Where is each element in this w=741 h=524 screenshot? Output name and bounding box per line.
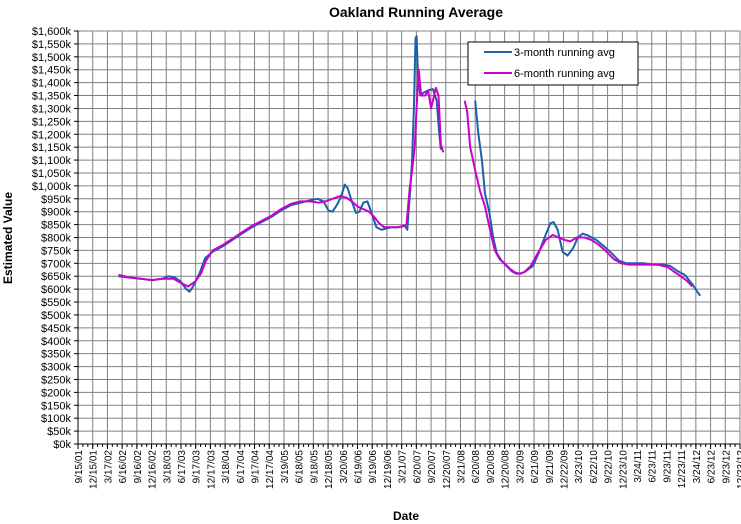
x-tick-label: 9/17/04 [251,450,262,484]
y-tick-label: $500k [41,310,71,322]
y-tick-label: $1,450k [32,65,72,77]
x-tick-label: 3/18/03 [162,450,173,484]
x-tick-label: 12/20/08 [501,450,512,489]
y-tick-label: $1,050k [32,168,72,180]
x-tick-label: 12/18/05 [324,450,335,489]
x-tick-label: 3/18/04 [221,450,232,484]
x-tick-label: 12/15/01 [89,450,100,489]
y-tick-label: $1,600k [32,26,72,38]
x-tick-label: 3/24/11 [633,450,644,483]
x-axis-title: Date [393,509,419,523]
x-tick-label: 12/17/04 [265,450,276,489]
x-tick-label: 12/23/12 [736,450,741,489]
y-tick-label: $400k [41,336,71,348]
x-tick-label: 9/15/01 [74,450,85,484]
y-tick-label: $250k [41,374,71,386]
series-line-segment [118,35,442,293]
y-tick-label: $750k [41,245,71,257]
y-tick-label: $1,500k [32,52,72,64]
x-tick-label: 9/23/11 [662,450,673,483]
x-tick-label: 12/16/02 [148,450,159,489]
y-axis-ticks: $0k$50k$100k$150k$200k$250k$300k$350k$40… [32,26,78,451]
y-tick-label: $1,300k [32,103,72,115]
y-tick-label: $1,150k [32,142,72,154]
x-tick-label: 12/23/11 [677,450,688,489]
y-tick-label: $1,350k [32,91,72,103]
x-tick-label: 12/22/09 [559,450,570,489]
x-tick-label: 6/18/05 [295,450,306,484]
x-tick-label: 9/20/07 [427,450,438,484]
y-tick-label: $1,200k [32,129,72,141]
x-tick-label: 3/17/02 [103,450,114,484]
x-tick-label: 9/19/06 [368,450,379,484]
grid-layer [78,31,740,444]
y-tick-label: $300k [41,362,71,374]
y-tick-label: $600k [41,284,71,296]
y-tick-label: $100k [41,413,71,425]
x-tick-label: 3/21/07 [398,450,409,484]
x-tick-label: 6/16/02 [118,450,129,484]
y-tick-label: $0k [53,439,71,451]
y-tick-label: $700k [41,258,71,270]
x-tick-label: 6/17/03 [177,450,188,484]
x-tick-label: 9/17/03 [192,450,203,484]
x-tick-label: 3/19/05 [280,450,291,484]
x-tick-label: 9/18/05 [309,450,320,484]
y-tick-label: $850k [41,220,71,232]
legend-box [467,41,639,86]
y-tick-label: $950k [41,194,71,206]
x-tick-label: 6/17/04 [236,450,247,484]
series-line-segment [463,100,693,288]
x-tick-label: 3/24/12 [692,450,703,484]
y-tick-label: $800k [41,233,71,245]
x-tick-label: 6/22/10 [589,450,600,484]
x-tick-label: 6/23/12 [707,450,718,484]
x-tick-label: 9/22/10 [604,450,615,484]
x-tick-label: 3/22/09 [515,450,526,484]
y-tick-label: $650k [41,271,71,283]
y-tick-label: $150k [41,400,71,412]
x-tick-label: 6/23/11 [648,450,659,483]
series-6-month [118,68,693,288]
x-tick-label: 3/23/10 [574,450,585,484]
series-layer [118,35,702,297]
x-tick-label: 6/20/07 [412,450,423,484]
x-tick-label: 6/21/09 [530,450,541,484]
x-tick-label: 12/19/06 [383,450,394,489]
y-tick-label: $900k [41,207,71,219]
x-tick-label: 12/20/07 [442,450,453,489]
y-tick-label: $350k [41,349,71,361]
x-tick-label: 9/21/09 [545,450,556,484]
y-axis-title: Estimated Value [1,192,15,284]
x-tick-label: 3/21/08 [456,450,467,484]
x-tick-label: 12/23/10 [618,450,629,489]
y-tick-label: $1,000k [32,181,72,193]
y-tick-label: $550k [41,297,71,309]
y-tick-label: $1,250k [32,116,72,128]
y-tick-label: $1,100k [32,155,72,167]
x-tick-label: 9/23/12 [721,450,732,484]
x-tick-label: 3/20/06 [339,450,350,484]
y-tick-label: $200k [41,387,71,399]
legend-label-6-month: 6-month running avg [514,68,615,80]
x-tick-label: 12/17/03 [206,450,217,489]
x-axis-ticks: 9/15/01 12/15/01 3/17/02 6/16/02 9/16/02 12/1… [74,31,741,489]
y-tick-label: $50k [47,426,71,438]
y-tick-label: $1,400k [32,78,72,90]
series-line-segment [118,68,445,288]
x-tick-label: 9/20/08 [486,450,497,484]
x-tick-label: 9/16/02 [133,450,144,484]
chart-title: Oakland Running Average [329,4,503,20]
legend: 3-month running avg 6-month running avg [467,41,639,86]
legend-label-3-month: 3-month running avg [514,47,615,59]
y-tick-label: $450k [41,323,71,335]
x-tick-label: 6/20/08 [471,450,482,484]
y-tick-label: $1,550k [32,39,72,51]
x-tick-label: 6/19/06 [354,450,365,484]
